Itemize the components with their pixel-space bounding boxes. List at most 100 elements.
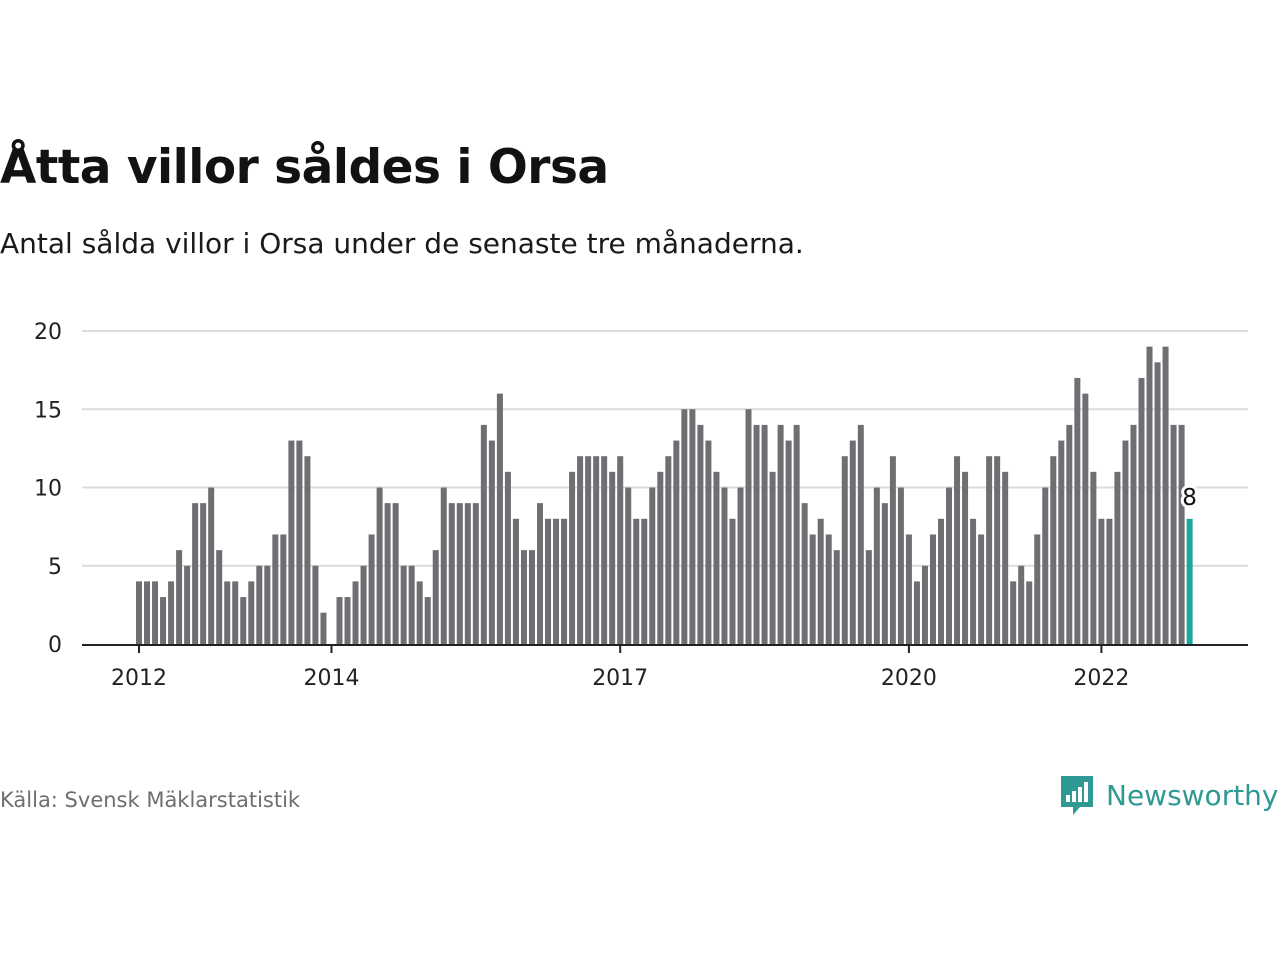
bar <box>248 581 255 644</box>
bar <box>946 487 953 644</box>
bar <box>488 440 495 644</box>
x-tick-label: 2014 <box>303 666 359 691</box>
bar <box>256 565 263 644</box>
bar <box>641 518 648 644</box>
bar <box>1042 487 1049 644</box>
bar <box>160 597 167 644</box>
bar <box>280 534 287 644</box>
bar <box>785 440 792 644</box>
bar <box>889 456 896 644</box>
bar <box>520 550 527 644</box>
bar <box>761 424 768 644</box>
bar <box>601 456 608 644</box>
bar <box>472 503 479 644</box>
bar <box>1154 362 1161 644</box>
bar <box>208 487 215 644</box>
bar <box>713 471 720 644</box>
bar <box>304 456 311 644</box>
bar <box>360 565 367 644</box>
bar <box>1010 581 1017 644</box>
bar <box>881 503 888 644</box>
bar <box>384 503 391 644</box>
bar <box>737 487 744 644</box>
bar <box>849 440 856 644</box>
chart-subtitle: Antal sålda villor i Orsa under de senas… <box>0 227 804 260</box>
chart-title: Åtta villor såldes i Orsa <box>0 140 609 195</box>
bar <box>561 518 568 644</box>
bar <box>448 503 455 644</box>
bars <box>136 346 1193 644</box>
bar <box>1114 471 1121 644</box>
highlight-bar <box>1186 518 1193 644</box>
bar <box>577 456 584 644</box>
bar <box>841 456 848 644</box>
bar <box>857 424 864 644</box>
bar <box>609 471 616 644</box>
bar <box>416 581 423 644</box>
bar <box>817 518 824 644</box>
bar <box>593 456 600 644</box>
bar <box>970 518 977 644</box>
bar <box>777 424 784 644</box>
bar <box>376 487 383 644</box>
bar <box>272 534 279 644</box>
bar <box>320 612 327 644</box>
brand-logo[interactable]: Newsworthy <box>1058 773 1279 817</box>
bar <box>649 487 656 644</box>
bar <box>633 518 640 644</box>
bar <box>769 471 776 644</box>
bar <box>200 503 207 644</box>
bar <box>1162 346 1169 644</box>
y-axis-ticks: 0 5 10 15 20 <box>34 320 62 658</box>
bar <box>1026 581 1033 644</box>
bar <box>913 581 920 644</box>
bar <box>136 581 142 644</box>
bar <box>1178 424 1185 644</box>
bar <box>1002 471 1009 644</box>
bar <box>408 565 415 644</box>
bar <box>1146 346 1153 644</box>
bar <box>512 518 519 644</box>
x-tick-label: 2022 <box>1073 666 1129 691</box>
bar <box>496 393 503 644</box>
bar <box>1106 518 1113 644</box>
y-tick-label: 0 <box>48 633 62 658</box>
bar <box>745 409 752 644</box>
bar <box>440 487 447 644</box>
bar <box>336 597 343 644</box>
bar <box>392 503 399 644</box>
x-tick-label: 2020 <box>881 666 937 691</box>
bar <box>625 487 632 644</box>
bar <box>344 597 351 644</box>
bar <box>697 424 704 644</box>
bar <box>553 518 560 644</box>
bar <box>921 565 928 644</box>
bar <box>504 471 511 644</box>
bar <box>833 550 840 644</box>
bar <box>681 409 688 644</box>
bar <box>1058 440 1065 644</box>
bar <box>793 424 800 644</box>
bar <box>1090 471 1097 644</box>
bar <box>312 565 319 644</box>
bar <box>184 565 191 644</box>
y-tick-label: 20 <box>34 320 62 345</box>
bar <box>954 456 961 644</box>
bar <box>657 471 664 644</box>
bar <box>224 581 231 644</box>
bar <box>352 581 359 644</box>
bar <box>753 424 760 644</box>
bar <box>432 550 439 644</box>
bar <box>962 471 969 644</box>
bar <box>168 581 175 644</box>
bar <box>1170 424 1177 644</box>
bar <box>617 456 624 644</box>
bar <box>537 503 543 644</box>
bar <box>1098 518 1105 644</box>
y-tick-label: 10 <box>34 477 62 502</box>
bar <box>1122 440 1129 644</box>
bar <box>456 503 463 644</box>
bar <box>480 424 487 644</box>
bar <box>705 440 712 644</box>
bar <box>905 534 912 644</box>
